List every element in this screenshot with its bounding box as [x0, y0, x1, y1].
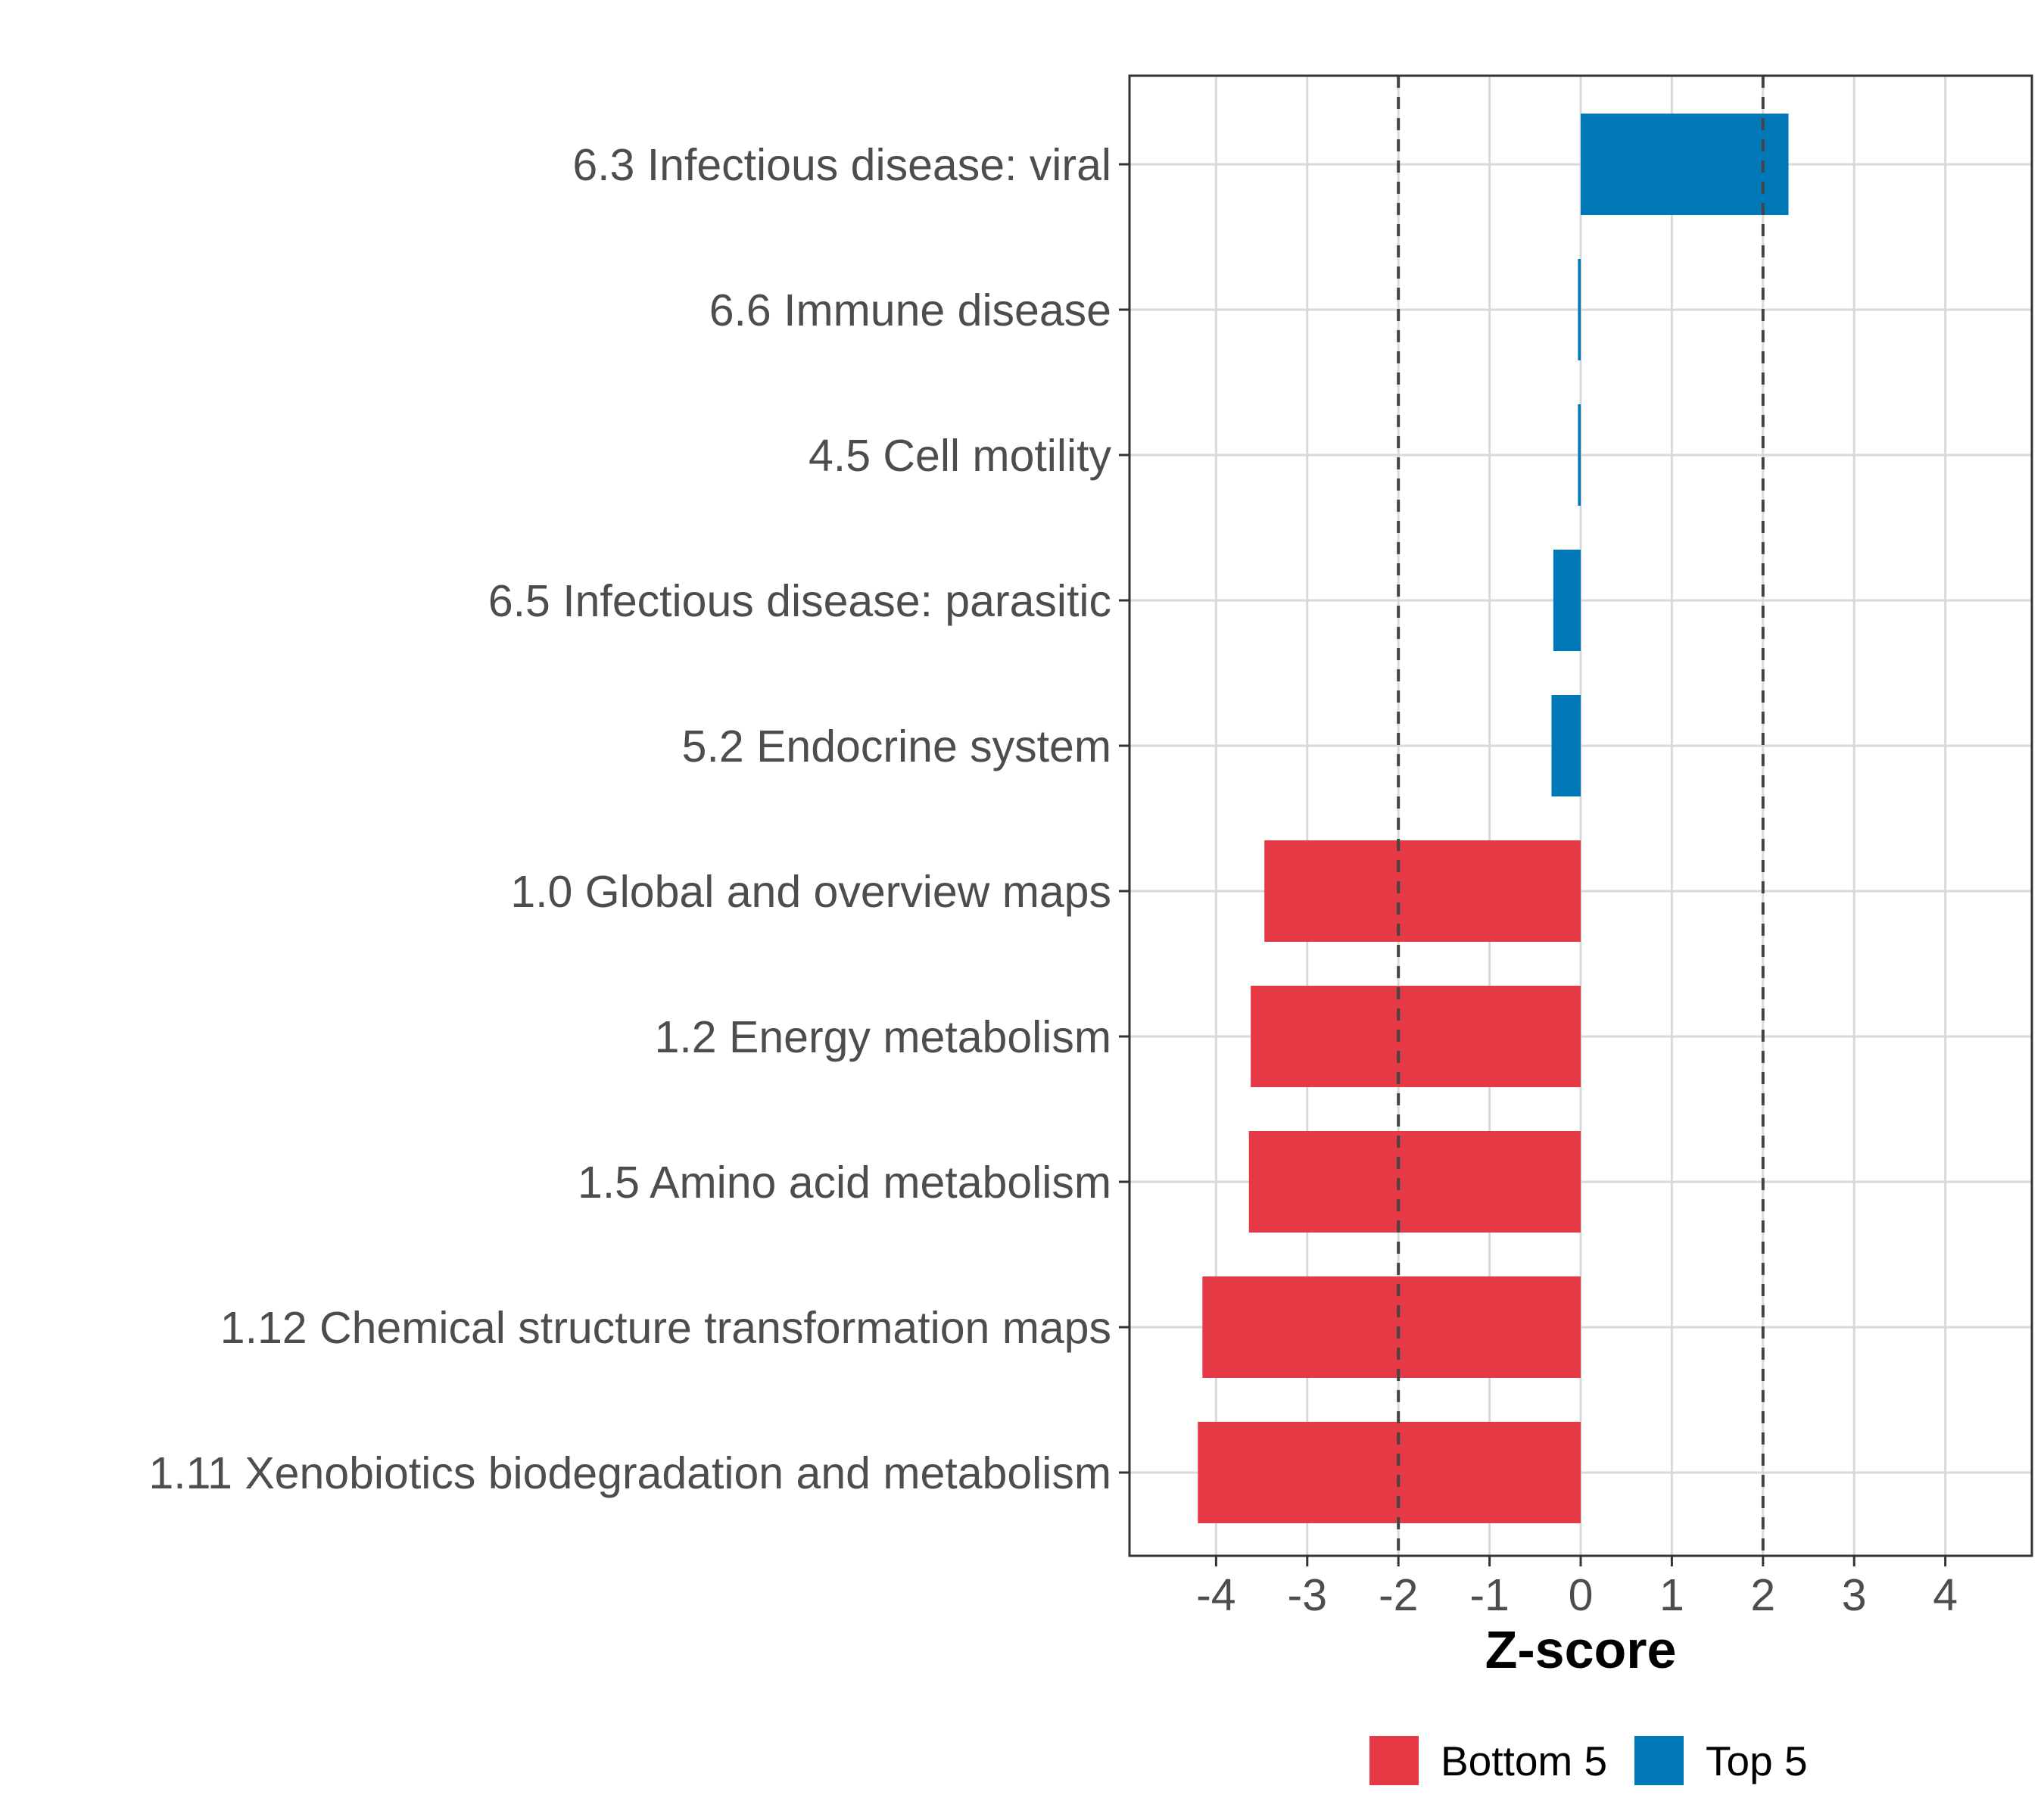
bar: [1581, 114, 1789, 215]
x-tick-label: -1: [1469, 1570, 1509, 1620]
x-tick-label: -3: [1288, 1570, 1327, 1620]
x-tick-label: -4: [1196, 1570, 1235, 1620]
category-label: 1.0 Global and overview maps: [510, 867, 1111, 917]
bar: [1248, 1131, 1581, 1233]
category-label: 1.11 Xenobiotics biodegradation and meta…: [148, 1448, 1111, 1498]
x-tick-label: -2: [1379, 1570, 1418, 1620]
category-label: 6.5 Infectious disease: parasitic: [488, 576, 1111, 626]
x-tick-label: 4: [1933, 1570, 1958, 1620]
category-label: 1.5 Amino acid metabolism: [578, 1158, 1111, 1208]
category-label: 6.3 Infectious disease: viral: [572, 140, 1111, 190]
x-tick-label: 3: [1842, 1570, 1867, 1620]
category-label: 1.2 Energy metabolism: [655, 1012, 1111, 1062]
legend-swatch: [1369, 1736, 1419, 1785]
y-axis-labels: 6.3 Infectious disease: viral 6.6 Immune …: [148, 140, 1111, 1498]
legend-swatch: [1634, 1736, 1684, 1785]
x-axis-ticks: [1214, 1556, 1947, 1566]
bar: [1198, 1422, 1581, 1523]
category-label: 4.5 Cell motility: [809, 431, 1112, 481]
bar: [1578, 404, 1581, 506]
legend: Bottom 5 Top 5: [1369, 1736, 1808, 1785]
bar: [1264, 840, 1581, 942]
x-tick-label: 1: [1659, 1570, 1684, 1620]
x-axis-labels: -4 -3 -2 -1 0 1 2 3 4: [1196, 1570, 1958, 1620]
x-tick-label: 2: [1750, 1570, 1775, 1620]
bar: [1551, 695, 1581, 796]
bar: [1553, 550, 1581, 651]
legend-label: Bottom 5: [1441, 1738, 1607, 1784]
category-label: 1.12 Chemical structure transformation m…: [220, 1303, 1111, 1353]
bar: [1202, 1276, 1581, 1378]
bar: [1578, 259, 1581, 360]
x-tick-label: 0: [1569, 1570, 1594, 1620]
legend-label: Top 5: [1706, 1738, 1808, 1784]
category-label: 5.2 Endocrine system: [682, 722, 1111, 771]
reference-lines: [1397, 76, 1765, 1556]
x-axis-title: Z-score: [1485, 1620, 1677, 1679]
bar: [1251, 986, 1581, 1087]
y-axis-ticks: [1119, 163, 1129, 1474]
category-label: 6.6 Immune disease: [709, 285, 1111, 335]
bars: [1198, 114, 1789, 1523]
